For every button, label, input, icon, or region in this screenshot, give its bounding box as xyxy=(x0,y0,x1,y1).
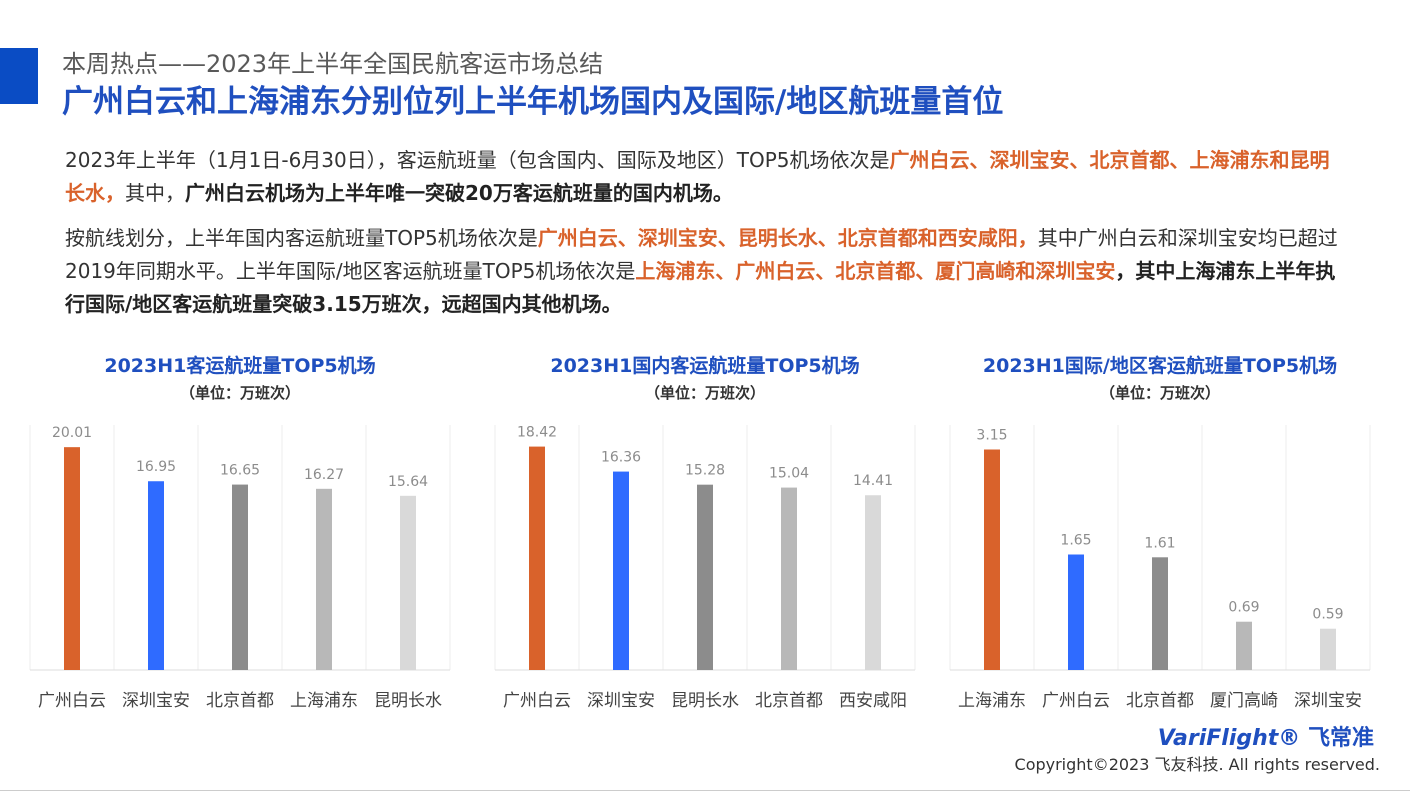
bar xyxy=(64,447,80,670)
bar xyxy=(529,446,545,670)
bar xyxy=(984,449,1000,670)
x-tick-label: 昆明长水 xyxy=(671,691,739,711)
x-tick-label: 深圳宝安 xyxy=(122,691,190,711)
bar xyxy=(1236,621,1252,670)
bar xyxy=(316,488,332,670)
x-tick-label: 北京首都 xyxy=(206,691,274,711)
x-tick-label: 广州白云 xyxy=(503,691,571,711)
chart-title: 2023H1国内客运航班量TOP5机场 xyxy=(550,354,859,377)
header-accent xyxy=(0,48,38,104)
text-run: 广州白云、深圳宝安、北京首都、上海浦东和昆明长水， xyxy=(65,148,1330,205)
value-label: 16.95 xyxy=(136,459,176,475)
bar xyxy=(613,471,629,670)
value-label: 16.36 xyxy=(601,450,641,466)
text-run: 其中广州白云和深圳宝安均已超过2019年同期水平。上半年国际/地区客运航班量TO… xyxy=(65,226,1338,283)
bottom-rule xyxy=(0,790,1410,791)
x-tick-label: 北京首都 xyxy=(755,691,823,711)
bar xyxy=(148,481,164,670)
paragraph: 2023年上半年（1月1日-6月30日），客运航班量（包含国内、国际及地区）TO… xyxy=(65,144,1340,210)
chart-subtitle: （单位：万班次） xyxy=(645,384,765,402)
logo-cn: 飞常准 xyxy=(1307,726,1374,751)
text-run: 按航线划分，上半年国内客运航班量TOP5机场依次是 xyxy=(65,226,538,250)
x-tick-label: 深圳宝安 xyxy=(587,691,655,711)
text-run: 广州白云、深圳宝安、昆明长水、北京首都和西安咸阳， xyxy=(537,226,1038,250)
text-run: 上海浦东、广州白云、北京首都、厦门高崎和深圳宝安 xyxy=(635,259,1116,283)
bar xyxy=(1068,554,1084,670)
x-tick-label: 西安咸阳 xyxy=(839,691,907,711)
bar xyxy=(1320,628,1336,670)
subtitle: 本周热点——2023年上半年全国民航客运市场总结 xyxy=(62,50,604,78)
value-label: 0.69 xyxy=(1228,600,1259,616)
value-label: 1.61 xyxy=(1144,535,1175,551)
value-label: 0.59 xyxy=(1312,607,1343,623)
x-tick-label: 广州白云 xyxy=(1042,691,1110,711)
x-tick-label: 昆明长水 xyxy=(374,691,442,711)
x-tick-label: 上海浦东 xyxy=(958,691,1026,711)
bar xyxy=(781,487,797,670)
text-run: ，其中上海浦东上半年执行国际/地区客运航班量突破3.15万班次，远超国内其他机场… xyxy=(65,259,1336,316)
value-label: 15.28 xyxy=(685,463,725,479)
value-label: 18.42 xyxy=(517,425,557,441)
bar xyxy=(865,495,881,670)
chart-title: 2023H1国际/地区客运航班量TOP5机场 xyxy=(983,354,1337,377)
text-run: 其中， xyxy=(125,181,185,205)
value-label: 3.15 xyxy=(976,428,1007,444)
value-label: 15.04 xyxy=(769,466,809,482)
logo-text: VariFlight® xyxy=(1157,726,1301,751)
value-label: 16.27 xyxy=(304,467,344,483)
text-run: 广州白云机场为上半年唯一突破20万客运航班量的国内机场。 xyxy=(185,181,733,205)
bar xyxy=(232,484,248,670)
bar xyxy=(400,495,416,670)
bar xyxy=(1152,557,1168,670)
copyright: Copyright©2023 飞友科技. All rights reserved… xyxy=(1014,755,1380,774)
chart-subtitle: （单位：万班次） xyxy=(1100,384,1220,402)
value-label: 20.01 xyxy=(52,425,92,441)
value-label: 1.65 xyxy=(1060,533,1091,549)
paragraph: 按航线划分，上半年国内客运航班量TOP5机场依次是广州白云、深圳宝安、昆明长水、… xyxy=(65,222,1340,321)
bar xyxy=(697,484,713,670)
value-label: 16.65 xyxy=(220,463,260,479)
logo: VariFlight® 飞常准 xyxy=(1158,720,1374,752)
x-tick-label: 北京首都 xyxy=(1126,691,1194,711)
x-tick-label: 广州白云 xyxy=(38,691,106,711)
value-label: 15.64 xyxy=(388,474,428,490)
title: 广州白云和上海浦东分别位列上半年机场国内及国际/地区航班量首位 xyxy=(62,84,1004,120)
text-run: 2023年上半年（1月1日-6月30日），客运航班量（包含国内、国际及地区）TO… xyxy=(65,148,890,172)
value-label: 14.41 xyxy=(853,473,893,489)
chart-title: 2023H1客运航班量TOP5机场 xyxy=(104,354,375,377)
x-tick-label: 厦门高崎 xyxy=(1210,691,1278,711)
x-tick-label: 上海浦东 xyxy=(290,691,358,711)
chart-subtitle: （单位：万班次） xyxy=(180,384,300,402)
x-tick-label: 深圳宝安 xyxy=(1294,691,1362,711)
